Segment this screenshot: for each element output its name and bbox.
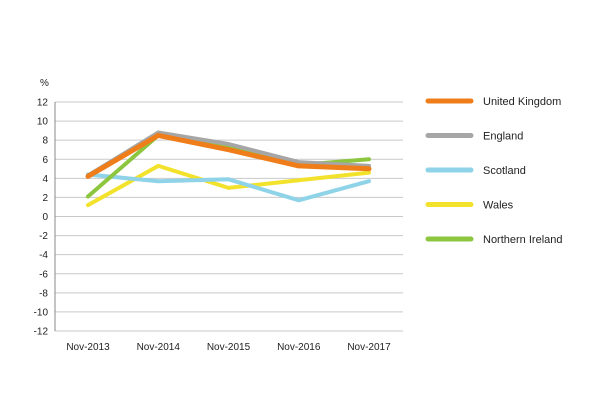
y-tick-label: -4 xyxy=(39,250,48,261)
y-tick-label: -12 xyxy=(34,327,49,338)
y-tick-label: -2 xyxy=(39,231,48,242)
legend-label-northern-ireland: Northern Ireland xyxy=(483,234,563,246)
legend: United Kingdom England Scotland Wales Northe… xyxy=(425,96,563,246)
legend-label-england: England xyxy=(483,131,523,143)
x-tick-label: Nov-2017 xyxy=(347,342,391,353)
y-tick-label: -8 xyxy=(39,288,48,299)
legend-label-wales: Wales xyxy=(483,200,514,212)
y-tick-label: 12 xyxy=(37,98,49,109)
series-line-united-kingdom xyxy=(85,132,372,179)
y-axis-unit-label: % xyxy=(40,78,49,89)
gridlines xyxy=(54,101,403,332)
x-tick-label: Nov-2015 xyxy=(207,342,251,353)
y-axis-ticks: 12 10 8 6 4 2 0 -2 -4 -6 -8 -10 -12 xyxy=(34,98,49,338)
x-tick-label: Nov-2016 xyxy=(277,342,321,353)
x-axis-ticks: Nov-2013 Nov-2014 Nov-2015 Nov-2016 Nov-2017 xyxy=(66,342,391,353)
y-tick-label: 6 xyxy=(42,155,48,166)
y-tick-label: 0 xyxy=(42,212,48,223)
y-tick-label: 2 xyxy=(42,193,48,204)
y-tick-label: -10 xyxy=(34,307,49,318)
series-lines xyxy=(85,130,372,208)
y-tick-label: 4 xyxy=(42,174,48,185)
x-tick-label: Nov-2013 xyxy=(66,342,110,353)
y-tick-label: -6 xyxy=(39,269,48,280)
legend-label-scotland: Scotland xyxy=(483,165,526,177)
x-tick-label: Nov-2014 xyxy=(137,342,181,353)
y-tick-label: 8 xyxy=(42,136,48,147)
y-tick-label: 10 xyxy=(37,117,49,128)
series-line-scotland xyxy=(86,172,371,203)
legend-label-united-kingdom: United Kingdom xyxy=(483,96,561,108)
series-line-wales xyxy=(86,163,371,208)
